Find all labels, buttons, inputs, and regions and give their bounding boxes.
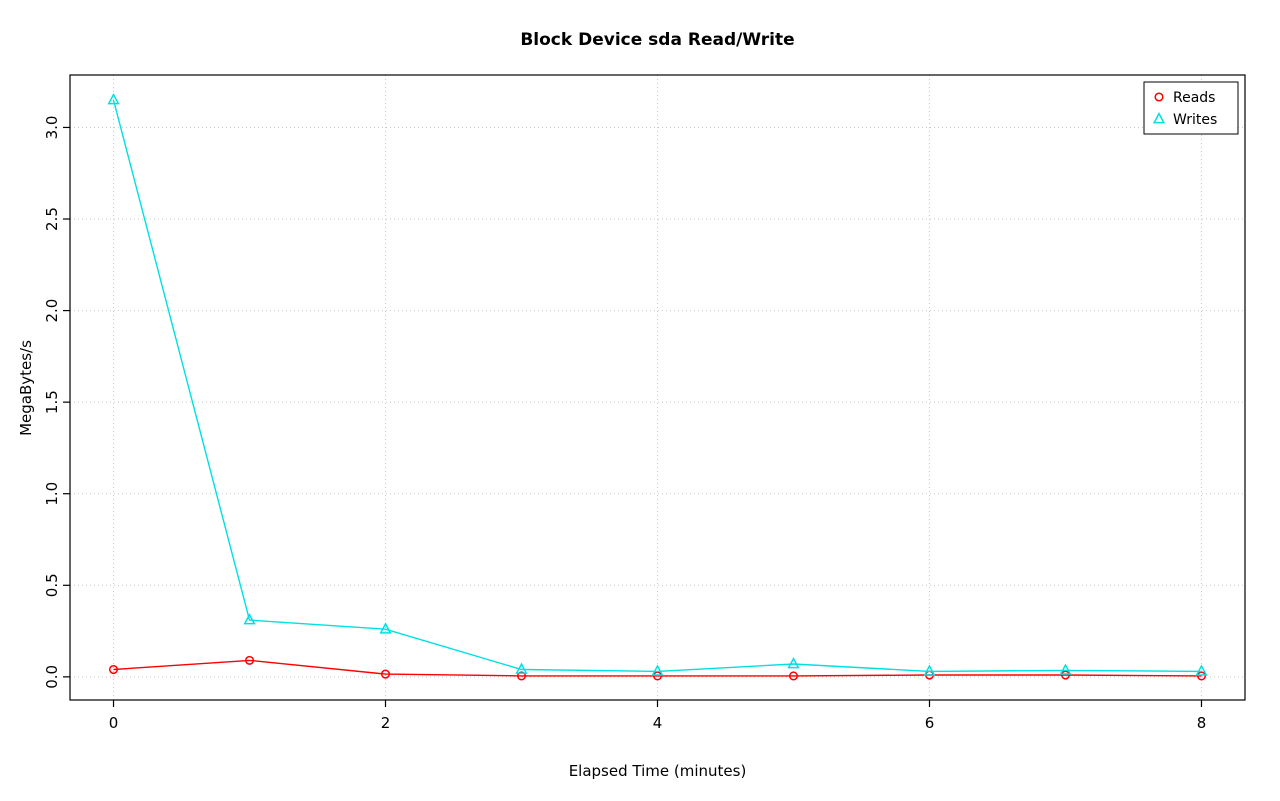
legend-label-reads: Reads [1173, 90, 1215, 106]
x-tick-label: 2 [381, 714, 391, 732]
y-tick-label: 1.0 [43, 482, 61, 506]
y-tick-label: 2.5 [43, 207, 61, 231]
legend-box [1143, 81, 1239, 135]
x-tick-label: 0 [109, 714, 119, 732]
y-tick-label: 2.0 [43, 299, 61, 323]
series-reads [108, 655, 1207, 681]
series-writes [107, 92, 1208, 676]
legend-label-writes: Writes [1173, 112, 1217, 128]
x-tick-label: 4 [653, 714, 663, 732]
x-axis-label: Elapsed Time (minutes) [568, 762, 747, 780]
y-tick-label: 0.0 [43, 665, 61, 689]
legend-layer: Reads Writes [1143, 81, 1239, 135]
series-layer [107, 92, 1208, 681]
y-tick-label: 3.0 [43, 116, 61, 140]
x-tick-label: 8 [1197, 714, 1207, 732]
y-tick-label: 1.5 [43, 390, 61, 414]
y-tick-label: 0.5 [43, 573, 61, 597]
chart-title: Block Device sda Read/Write [520, 30, 795, 50]
x-tick-label: 6 [925, 714, 935, 732]
axes-layer: 0 2 4 6 8 0.0 0.5 1.0 1.5 2.0 2.5 3.0 [43, 74, 1246, 732]
grid-layer [70, 75, 1245, 700]
